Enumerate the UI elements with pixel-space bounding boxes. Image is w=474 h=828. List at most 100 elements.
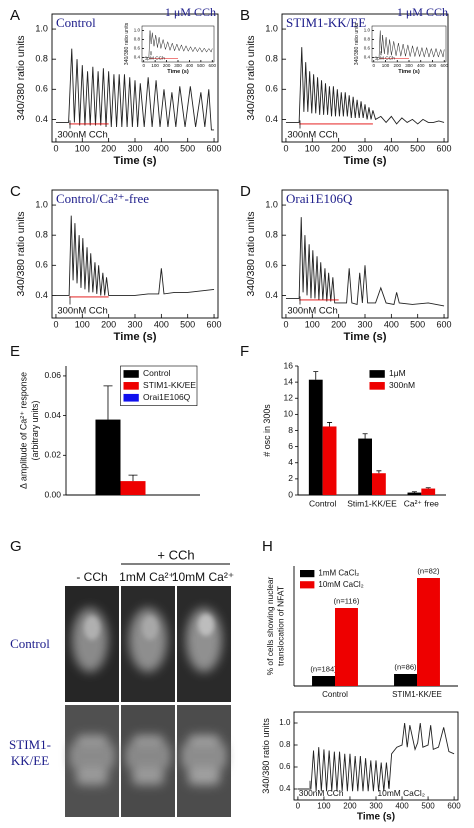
- x-tick-label: 300: [357, 320, 372, 330]
- x-tick-label: 500: [180, 320, 195, 330]
- x-tick-label: 200: [101, 144, 116, 154]
- trace: [373, 30, 445, 59]
- x-tick-label: 600: [207, 320, 222, 330]
- x-tick-label: 0: [53, 144, 58, 154]
- x-tick-label: 300: [127, 320, 142, 330]
- x-tick-label: 100: [305, 320, 320, 330]
- y-tick-label: 0.02: [44, 450, 61, 460]
- x-axis-label: Time (s): [344, 155, 387, 167]
- row-label: Control: [10, 636, 50, 651]
- bar-label: (n=86): [394, 663, 417, 672]
- x-tick-label: 200: [331, 320, 346, 330]
- x-tick-label: 400: [395, 802, 409, 811]
- y-tick-label: 1.0: [364, 28, 371, 33]
- y-tick-label: 1.0: [265, 23, 278, 33]
- y-tick-label: 0.8: [35, 230, 48, 240]
- x-tick-label: 200: [101, 320, 116, 330]
- bar: [335, 608, 358, 686]
- trace: [55, 215, 215, 296]
- x-axis-label: Time (s): [114, 331, 157, 343]
- y-axis-label: 340/380 ratio units: [16, 211, 27, 296]
- y-tick-label: 1.0: [35, 199, 48, 209]
- legend-label: 300nM: [389, 380, 415, 390]
- y-tick-label: 2: [288, 473, 293, 483]
- imaging-header: + CCh: [157, 547, 194, 562]
- panel-label: D: [240, 183, 251, 200]
- y-axis-label: 340/380 ratio units: [16, 35, 27, 120]
- x-tick-label: 600: [440, 63, 448, 68]
- x-tick-label: 600: [437, 320, 452, 330]
- panel-label: A: [10, 7, 20, 24]
- y-axis-label: (arbitrary units): [30, 401, 40, 461]
- micrograph: [177, 705, 231, 817]
- legend-label: Orai1E106Q: [143, 392, 191, 402]
- legend-label: 1μM: [389, 368, 406, 378]
- x-tick-label: 0: [296, 802, 301, 811]
- x-axis-label: Time (s): [167, 69, 189, 75]
- x-tick-label: 300: [174, 63, 182, 68]
- x-tick-label: 100: [151, 63, 159, 68]
- y-tick-label: 0.4: [134, 55, 141, 60]
- plot-frame: [281, 189, 449, 319]
- x-tick-label: 300: [369, 802, 383, 811]
- x-tick-label: 600: [209, 63, 217, 68]
- row-label: KK/EE: [11, 753, 49, 768]
- panel-label: E: [10, 343, 20, 360]
- x-tick-label: 500: [197, 63, 205, 68]
- y-tick-label: 0.8: [265, 230, 278, 240]
- x-tick-label: 400: [154, 320, 169, 330]
- y-tick-label: 1.0: [279, 718, 291, 727]
- plot-frame: [51, 189, 219, 319]
- bar: [312, 676, 335, 686]
- legend-label: 1mM CaCl₂: [318, 569, 359, 578]
- y-tick-label: 10: [284, 409, 294, 419]
- bar: [372, 473, 386, 495]
- x-tick-label: 100: [305, 144, 320, 154]
- x-tick-label: 500: [410, 320, 425, 330]
- x-tick-label: 400: [384, 144, 399, 154]
- x-tick-label: 0: [53, 320, 58, 330]
- y-axis-label: translocation of NFAT: [275, 586, 285, 666]
- plot-frame: [141, 25, 215, 63]
- legend-swatch: [300, 581, 315, 589]
- bar: [407, 492, 422, 495]
- trace: [55, 48, 215, 131]
- bar: [358, 438, 372, 495]
- x-tick-label: Control: [309, 499, 337, 509]
- x-tick-label: 200: [331, 144, 346, 154]
- legend-swatch: [369, 370, 385, 378]
- legend-swatch: [369, 382, 385, 390]
- bar-label: (n=82): [417, 567, 440, 576]
- annotation: 1μM CCh: [375, 56, 395, 62]
- annotation: 300nM CCh: [287, 305, 337, 316]
- x-tick-label: 0: [373, 63, 376, 68]
- x-axis-label: Time (s): [357, 811, 395, 822]
- bar: [120, 481, 146, 495]
- error-bar: [327, 422, 333, 427]
- y-tick-label: 0.00: [44, 489, 61, 499]
- bar: [394, 674, 417, 686]
- y-tick-label: 0.6: [279, 762, 291, 771]
- annotation: 300nM CCh: [57, 305, 107, 316]
- x-tick-label: 100: [75, 320, 90, 330]
- micrograph: [121, 586, 175, 702]
- y-tick-label: 0.4: [265, 290, 278, 300]
- legend-label: Control: [143, 368, 171, 378]
- chart-title: Orai1E106Q: [286, 191, 353, 206]
- y-tick-label: 0.04: [44, 410, 61, 420]
- y-tick-label: 12: [284, 393, 294, 403]
- annotation: 10mM CaCl₂: [378, 788, 425, 798]
- annotation: 300nM CCh: [57, 129, 107, 140]
- x-tick-label: 100: [75, 144, 90, 154]
- x-tick-label: 600: [447, 802, 461, 811]
- annotation: 300nM CCh: [299, 788, 344, 798]
- legend-label: STIM1-KK/EE: [143, 380, 196, 390]
- y-axis-label: 340/380 ratio units: [246, 211, 257, 296]
- error-bar: [103, 385, 113, 420]
- legend-swatch: [123, 370, 139, 378]
- y-tick-label: 0.8: [265, 54, 278, 64]
- x-tick-label: Ca²⁺ free: [404, 499, 439, 509]
- y-axis-label: 340/380 ratio units: [261, 718, 271, 794]
- y-tick-label: 0.4: [265, 114, 278, 124]
- trace: [297, 722, 455, 792]
